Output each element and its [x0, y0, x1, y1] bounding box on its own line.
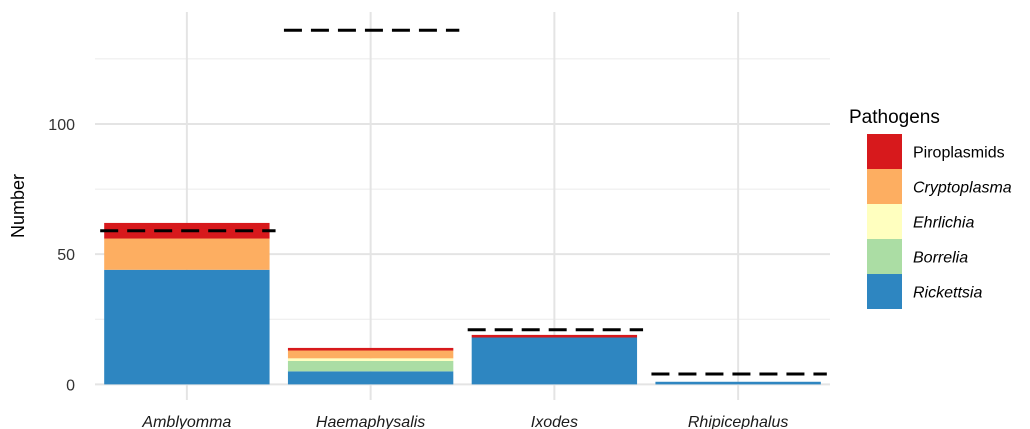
legend-label-cryptoplasma: Cryptoplasma	[913, 180, 1012, 197]
y-axis-title: Number	[8, 174, 28, 238]
bar-segment-rickettsia	[471, 337, 638, 385]
legend-swatch-cryptoplasma	[867, 169, 902, 204]
bar-segment-cryptoplasma	[287, 350, 454, 359]
y-tick-label: 0	[66, 377, 75, 394]
x-tick-label: Amblyomma	[141, 414, 231, 429]
legend-title: Pathogens	[849, 107, 940, 128]
axes: 0 50 100 Amblyomma Haemaphysalis Ixodes Rhipic…	[48, 117, 788, 429]
bar-segment-cryptoplasma	[104, 238, 270, 270]
legend-swatch-borrelia	[867, 239, 902, 274]
bar-segment-piroplasmids	[471, 334, 638, 338]
legend: Pathogens Piroplasmids Cryptoplasma Ehrlic…	[849, 107, 1012, 309]
y-tick-label: 50	[57, 247, 75, 264]
bar-segment-piroplasmids	[287, 347, 454, 351]
bar-segment-rickettsia	[287, 371, 454, 385]
bar-segment-rickettsia	[104, 269, 270, 385]
legend-label-piroplasmids: Piroplasmids	[913, 145, 1005, 162]
legend-label-borrelia: Borrelia	[913, 250, 968, 267]
x-tick-label: Haemaphysalis	[316, 414, 425, 429]
y-tick-label: 100	[48, 117, 75, 134]
x-tick-label: Ixodes	[531, 414, 578, 429]
bar-segment-borrelia	[287, 360, 454, 372]
legend-swatch-ehrlichia	[867, 204, 902, 239]
bar-segment-ehrlichia	[287, 358, 454, 361]
bars	[104, 222, 821, 385]
legend-label-rickettsia: Rickettsia	[913, 285, 982, 302]
reference-lines	[100, 28, 827, 376]
legend-label-ehrlichia: Ehrlichia	[913, 215, 974, 232]
legend-swatch-piroplasmids	[867, 134, 902, 169]
legend-swatch-rickettsia	[867, 274, 902, 309]
x-tick-label: Rhipicephalus	[688, 414, 789, 429]
bar-segment-rickettsia	[655, 381, 821, 385]
